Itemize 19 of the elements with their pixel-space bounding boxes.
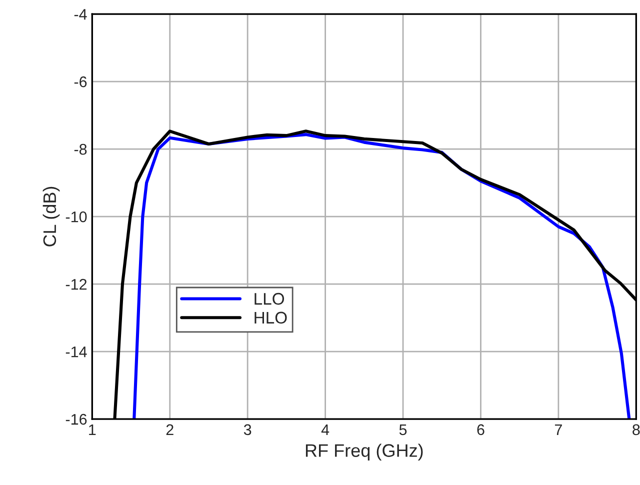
y-tick-label: -12 (66, 278, 87, 290)
y-tick-label: -14 (66, 346, 87, 358)
y-axis-title: CL (dB) (42, 186, 60, 246)
legend-label: HLO (254, 312, 287, 324)
y-tick-label: -8 (74, 144, 87, 155)
y-tick-label: -6 (74, 76, 87, 88)
x-tick-label: 6 (477, 424, 484, 436)
x-tick-label: 3 (244, 424, 252, 436)
x-tick-label: 2 (166, 424, 174, 435)
x-tick-label: 4 (321, 424, 330, 435)
x-tick-label: 5 (399, 424, 407, 436)
y-tick-label: -4 (74, 9, 87, 20)
x-tick-label: 1 (89, 424, 96, 435)
legend-label: LLO (254, 292, 284, 305)
x-tick-label: 7 (554, 424, 562, 435)
y-tick-label: -16 (66, 414, 87, 425)
x-tick-label: 8 (632, 424, 640, 436)
x-axis-title: RF Freq (GHz) (306, 444, 423, 461)
y-tick-label: -10 (66, 211, 87, 222)
